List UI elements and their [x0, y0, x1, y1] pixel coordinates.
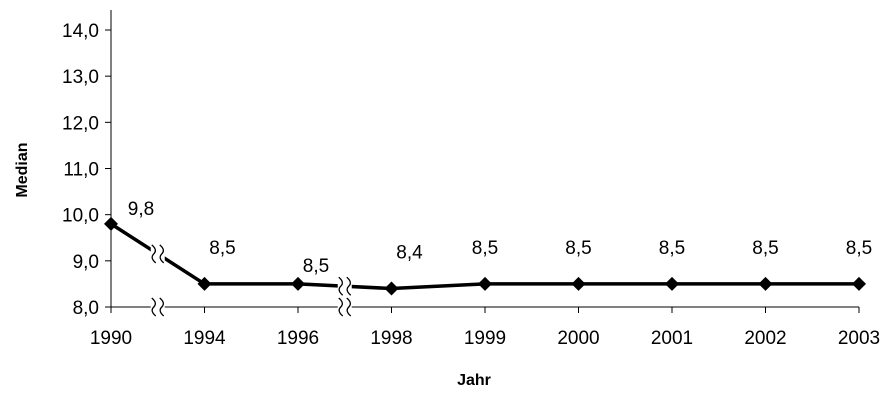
y-tick-label: 13,0 [62, 67, 99, 88]
x-tick-label: 2003 [838, 328, 880, 349]
data-label: 8,5 [846, 238, 872, 259]
data-label: 8,5 [752, 238, 778, 259]
x-tick-label: 1999 [464, 328, 506, 349]
data-point [665, 276, 679, 291]
y-ticks: 8,0 9,0 10,0 11,0 12,0 13,0 14,0 [62, 21, 111, 319]
x-tick-label: 2002 [744, 328, 786, 349]
x-tick-label: 2000 [557, 328, 599, 349]
axis-break-icon [159, 297, 165, 317]
data-point [291, 276, 305, 291]
data-point [384, 281, 399, 296]
line-break-icon [346, 276, 352, 296]
axis-break-icon [151, 297, 157, 317]
data-point [758, 276, 773, 291]
axis-breaks [150, 243, 352, 317]
y-tick-label: 10,0 [62, 206, 99, 227]
y-tick-label: 12,0 [62, 113, 99, 134]
line-break-gap [337, 276, 352, 297]
data-point [197, 276, 212, 291]
axis-break-gap [150, 299, 165, 315]
data-point [571, 276, 586, 291]
data-point [852, 276, 866, 291]
axes [110, 10, 859, 308]
axis-break-icon [338, 297, 344, 317]
y-tick-label: 8,0 [73, 298, 99, 319]
y-tick-label: 9,0 [73, 252, 99, 273]
data-label: 9,8 [128, 199, 154, 220]
line-break-icon [151, 244, 157, 264]
axis-break-gap [337, 299, 352, 315]
series-median [104, 216, 866, 296]
y-tick-label: 14,0 [62, 21, 99, 42]
x-tick-label: 1998 [370, 328, 412, 349]
x-ticks: 1990 1994 1996 1998 1999 2000 2001 2002 2003 [90, 307, 880, 349]
line-break-gap [150, 243, 165, 264]
data-point [478, 276, 492, 291]
data-label: 8,4 [396, 243, 423, 264]
x-tick-label: 1994 [183, 328, 226, 349]
line-break-icon [338, 276, 344, 296]
x-axis-title: Jahr [457, 372, 491, 389]
data-label: 8,5 [565, 238, 591, 259]
y-axis-title: Median [14, 142, 31, 197]
data-point [104, 216, 118, 231]
axis-break-icon [346, 297, 352, 317]
data-label: 8,5 [472, 238, 498, 259]
data-label: 8,5 [209, 238, 235, 259]
y-tick-label: 11,0 [63, 160, 99, 181]
x-tick-label: 1990 [90, 328, 132, 349]
x-tick-label: 2001 [651, 328, 693, 349]
data-label: 8,5 [659, 238, 685, 259]
data-label: 8,5 [303, 256, 329, 277]
data-labels: 9,8 8,5 8,5 8,4 8,5 8,5 8,5 8,5 8,5 [128, 199, 872, 277]
line-break-icon [159, 244, 165, 264]
x-tick-label: 1996 [277, 328, 319, 349]
